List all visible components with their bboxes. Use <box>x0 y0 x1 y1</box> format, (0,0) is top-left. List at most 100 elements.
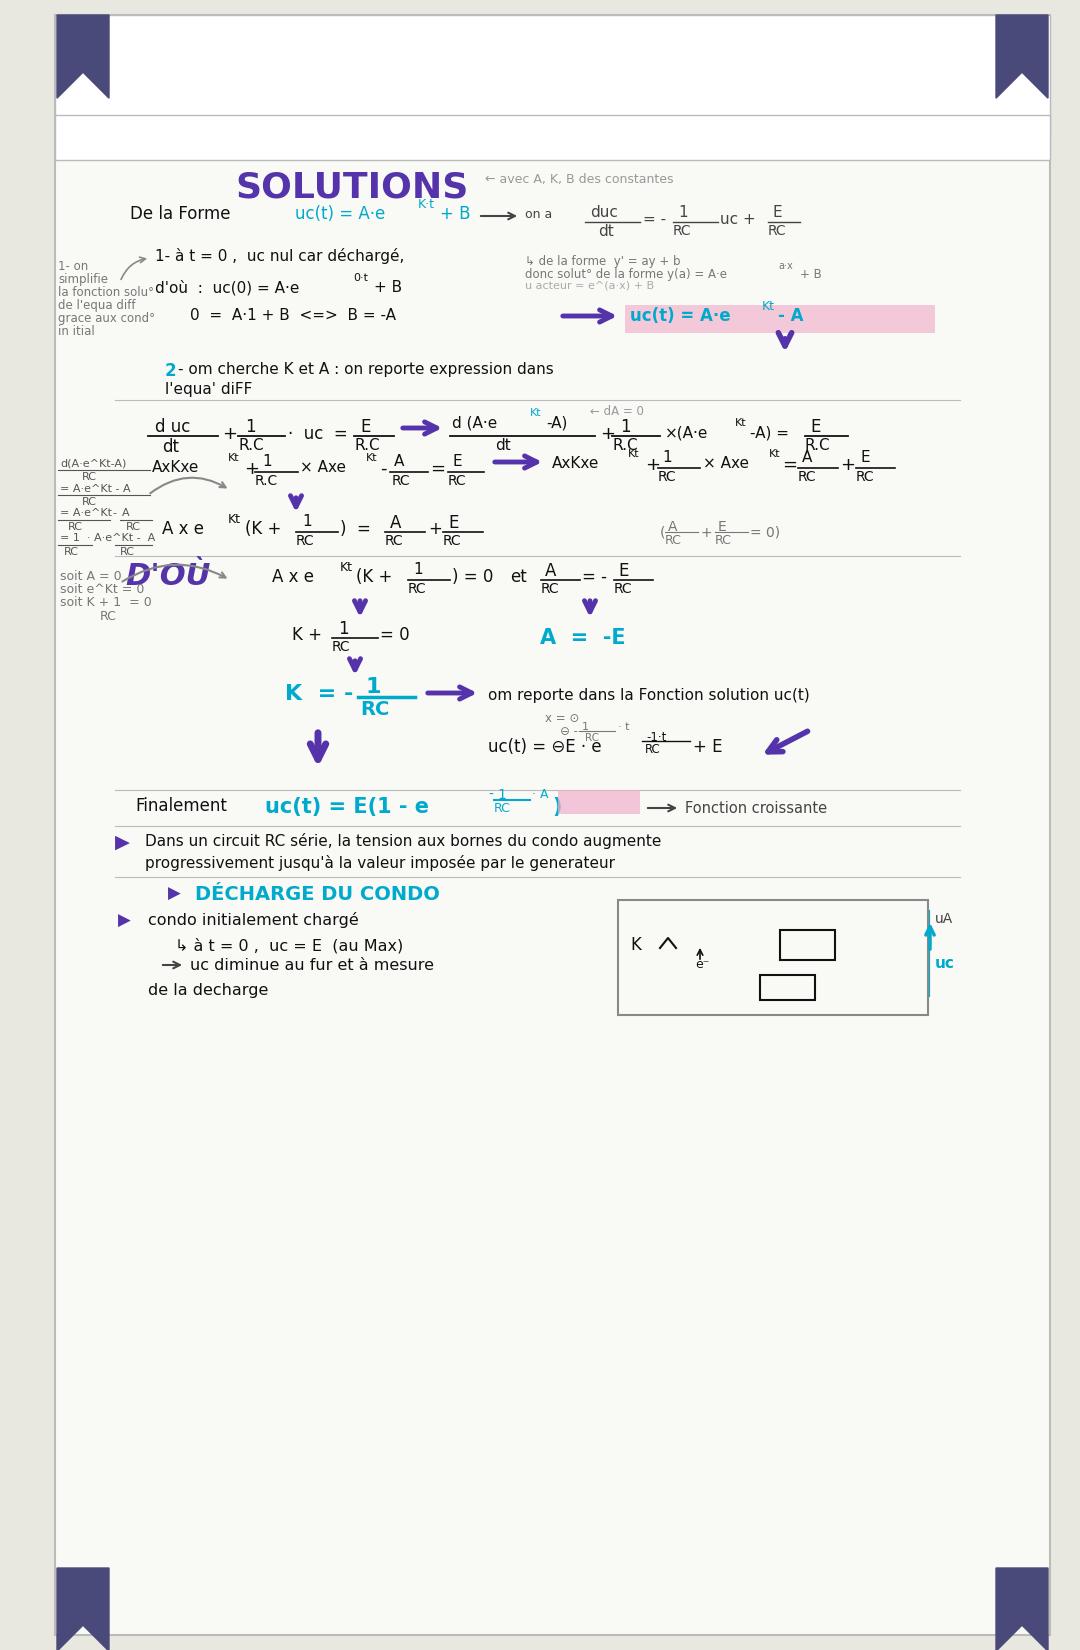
Text: RC: RC <box>64 548 79 558</box>
Text: E: E <box>718 520 727 535</box>
Text: RC: RC <box>443 535 461 548</box>
Text: Kt: Kt <box>228 513 241 526</box>
Text: progressivement jusqu'à la valeur imposée par le generateur: progressivement jusqu'à la valeur imposé… <box>145 855 615 871</box>
Text: Kt: Kt <box>627 449 639 459</box>
Text: E: E <box>772 205 782 219</box>
Text: 1: 1 <box>620 417 631 436</box>
Polygon shape <box>996 1568 1048 1650</box>
Text: × Axe: × Axe <box>300 460 346 475</box>
Text: RC: RC <box>408 582 427 596</box>
Text: uc +: uc + <box>720 211 756 228</box>
Text: condo initialement chargé: condo initialement chargé <box>148 912 359 927</box>
Text: RC: RC <box>494 802 511 815</box>
Text: ← avec A, K, B des constantes: ← avec A, K, B des constantes <box>485 173 674 186</box>
Text: RC: RC <box>768 224 786 238</box>
Text: duc: duc <box>590 205 618 219</box>
Text: soit A = 0: soit A = 0 <box>60 569 122 582</box>
Polygon shape <box>996 15 1048 99</box>
Text: A: A <box>545 563 556 581</box>
Text: (K +: (K + <box>356 568 392 586</box>
Text: -A): -A) <box>546 416 567 431</box>
Text: + B: + B <box>440 205 471 223</box>
Text: 1: 1 <box>497 789 505 802</box>
Text: d'où  :  uc(0) = A·e: d'où : uc(0) = A·e <box>156 280 299 295</box>
Text: RC: RC <box>296 535 314 548</box>
Text: = 0): = 0) <box>750 526 780 540</box>
Text: RC: RC <box>665 535 681 548</box>
Text: ↳ à t = 0 ,  uc = E  (au Max): ↳ à t = 0 , uc = E (au Max) <box>175 937 403 954</box>
Text: ← dA = 0: ← dA = 0 <box>590 404 644 417</box>
Text: )  =: ) = <box>340 520 370 538</box>
FancyBboxPatch shape <box>558 790 640 813</box>
Text: D'OÙ: D'OÙ <box>125 563 211 591</box>
Text: 1: 1 <box>582 723 589 733</box>
Text: · A: · A <box>532 789 549 800</box>
Text: l'equa' diFF: l'equa' diFF <box>165 383 253 398</box>
Text: RC: RC <box>658 470 677 483</box>
Text: DÉCHARGE DU CONDO: DÉCHARGE DU CONDO <box>195 884 440 904</box>
Text: +: + <box>244 460 259 478</box>
Text: Kt: Kt <box>340 561 353 574</box>
FancyBboxPatch shape <box>760 975 815 1000</box>
Text: +: + <box>645 455 660 474</box>
Text: R.C: R.C <box>238 437 264 454</box>
Text: AxKxe: AxKxe <box>552 455 599 470</box>
FancyBboxPatch shape <box>780 931 835 960</box>
Text: soit K + 1  = 0: soit K + 1 = 0 <box>60 596 152 609</box>
Text: Kt: Kt <box>366 454 378 464</box>
Text: Kt: Kt <box>530 408 542 417</box>
Text: om reporte dans la Fonction solution uc(t): om reporte dans la Fonction solution uc(… <box>488 688 810 703</box>
Text: Kt: Kt <box>762 300 775 314</box>
Text: + E: + E <box>693 738 723 756</box>
Text: - om cherche K et A : on reporte expression dans: - om cherche K et A : on reporte express… <box>178 361 554 376</box>
Text: 0·t: 0·t <box>353 272 368 284</box>
Text: RC: RC <box>856 470 875 483</box>
Text: RC: RC <box>448 474 467 488</box>
Text: RC: RC <box>332 640 351 653</box>
Text: E: E <box>360 417 370 436</box>
Text: grace aux cond°: grace aux cond° <box>58 312 156 325</box>
Text: RC: RC <box>645 742 661 756</box>
Text: Finalement: Finalement <box>135 797 227 815</box>
Text: uc(t) = A·e: uc(t) = A·e <box>630 307 731 325</box>
Text: K  = -: K = - <box>285 685 353 705</box>
Text: +: + <box>600 426 615 442</box>
Text: ): ) <box>552 797 562 817</box>
Text: -A) =: -A) = <box>750 426 789 441</box>
Text: e⁻: e⁻ <box>696 959 710 970</box>
FancyBboxPatch shape <box>55 116 1050 160</box>
Text: -1·t: -1·t <box>646 731 666 744</box>
Text: × Axe: × Axe <box>703 455 750 470</box>
Polygon shape <box>57 15 109 99</box>
FancyBboxPatch shape <box>618 899 928 1015</box>
Text: = A·e^Kt: = A·e^Kt <box>60 508 112 518</box>
Text: de l'equa diff: de l'equa diff <box>58 299 135 312</box>
Text: uA: uA <box>935 912 954 926</box>
Text: RC: RC <box>615 582 633 596</box>
Text: donc solut° de la forme y(a) = A·e: donc solut° de la forme y(a) = A·e <box>525 267 727 280</box>
Text: RC: RC <box>798 470 816 483</box>
Text: uc(t) = ⊖E · e: uc(t) = ⊖E · e <box>488 738 602 756</box>
Text: et: et <box>510 568 527 586</box>
Text: ▶: ▶ <box>114 833 130 851</box>
Text: RC: RC <box>673 224 691 238</box>
Text: ×(A·e: ×(A·e <box>665 426 708 441</box>
Text: RC: RC <box>392 474 410 488</box>
Text: la fonction solu°: la fonction solu° <box>58 285 154 299</box>
Text: a·x: a·x <box>778 261 793 271</box>
Text: uc: uc <box>935 955 955 970</box>
Text: RC: RC <box>384 535 404 548</box>
Text: 1: 1 <box>678 205 688 219</box>
Text: AxKxe: AxKxe <box>152 460 200 475</box>
Text: 1: 1 <box>245 417 256 436</box>
Text: (: ( <box>660 526 665 540</box>
Text: RC: RC <box>82 472 97 482</box>
FancyBboxPatch shape <box>55 15 1050 135</box>
Text: = -: = - <box>643 211 666 228</box>
Text: u acteur = e^(a·x) + B: u acteur = e^(a·x) + B <box>525 280 654 290</box>
Text: 1: 1 <box>365 676 380 696</box>
Text: soit e^Kt = 0: soit e^Kt = 0 <box>60 582 145 596</box>
Text: A: A <box>390 515 402 531</box>
Text: R.C: R.C <box>612 437 637 454</box>
FancyBboxPatch shape <box>625 305 935 333</box>
